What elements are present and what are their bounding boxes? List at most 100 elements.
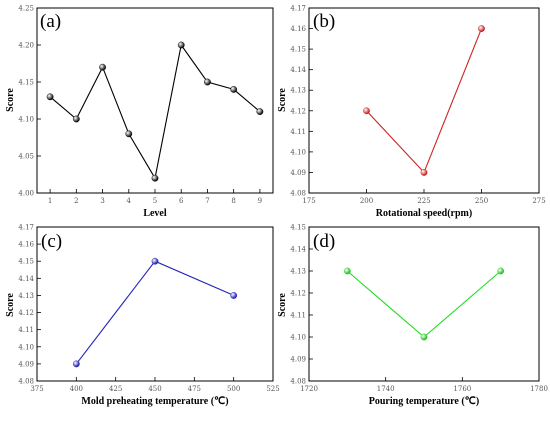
y-axis-title: Score — [5, 293, 16, 317]
series-group — [72, 257, 238, 368]
y-tick-label: 4.12 — [18, 309, 34, 317]
x-tick-label: 7 — [205, 197, 209, 205]
x-tick-label: 175 — [302, 197, 315, 205]
x-axis-title: Rotational speed(rpm) — [376, 208, 472, 219]
y-tick-label: 4.08 — [18, 378, 34, 386]
x-tick-label: 1720 — [300, 385, 318, 393]
y-axis-title: Score — [277, 88, 288, 112]
x-tick-label: 200 — [360, 197, 373, 205]
data-point — [177, 41, 185, 49]
x-axis-title: Pouring temperature (℃) — [369, 396, 479, 407]
x-tick-label: 6 — [179, 197, 184, 205]
data-point — [497, 267, 505, 275]
y-tick-label: 4.13 — [18, 292, 34, 300]
tick-group: 375 400 425 450 475 500 525 4.08 4.09 4.10 4.11 4.1… — [18, 224, 279, 394]
x-tick-label: 8 — [231, 197, 235, 205]
x-tick-label: 450 — [148, 385, 161, 393]
x-tick-label: 400 — [70, 385, 83, 393]
panel-a: (a) 1 2 3 4 5 6 7 8 9 4.00 4.05 4.10 4.15 4.20 4.25 Le… — [5, 5, 274, 219]
x-tick-label: 4 — [127, 197, 132, 205]
data-point — [46, 93, 54, 101]
y-tick-label: 4.13 — [290, 87, 306, 95]
tick-group: 1720 1740 1760 1780 4.08 4.09 4.10 4.11 4.12 4.13… — [290, 224, 548, 394]
y-tick-label: 4.11 — [290, 312, 306, 320]
panel-d: (d) 1720 1740 1760 1780 4.08 4.09 4.10 4.11 4.12… — [277, 224, 548, 408]
x-tick-label: 250 — [475, 197, 488, 205]
panel-label: (b) — [313, 11, 335, 32]
data-point — [363, 107, 370, 115]
series-group — [343, 267, 505, 341]
y-tick-label: 4.25 — [18, 5, 34, 13]
y-tick-label: 4.09 — [18, 360, 34, 368]
series-line — [75, 260, 234, 365]
data-point — [230, 86, 238, 93]
x-tick-label: 5 — [153, 197, 157, 205]
y-tick-label: 4.09 — [290, 356, 306, 364]
x-tick-label: 2 — [74, 197, 78, 205]
x-tick-label: 375 — [30, 385, 43, 393]
x-tick-label: 3 — [100, 197, 104, 205]
x-axis-title: Mold preheating temperature (℃) — [81, 396, 228, 407]
y-tick-label: 4.12 — [290, 290, 306, 298]
data-point — [72, 360, 80, 368]
x-tick-label: 475 — [188, 385, 201, 393]
y-tick-label: 4.16 — [18, 241, 34, 249]
y-tick-label: 4.20 — [18, 42, 34, 50]
x-axis-title: Level — [143, 208, 167, 219]
y-tick-label: 4.15 — [18, 258, 34, 266]
y-tick-label: 4.11 — [18, 326, 34, 334]
data-point — [125, 130, 133, 138]
y-tick-label: 4.05 — [18, 153, 34, 161]
data-point — [99, 63, 106, 71]
tick-group: 1 2 3 4 5 6 7 8 9 4.00 4.05 4.10 4.15 4.20 4.25 — [18, 5, 262, 206]
y-axis-title: Score — [277, 293, 288, 317]
series-line — [49, 43, 261, 180]
data-point — [151, 257, 159, 265]
y-tick-label: 4.12 — [290, 107, 306, 115]
data-point — [72, 115, 80, 123]
x-tick-label: 1740 — [377, 385, 395, 393]
panel-label: (d) — [313, 231, 335, 252]
x-tick-label: 525 — [266, 385, 279, 393]
data-point — [230, 292, 238, 299]
y-tick-label: 4.15 — [18, 79, 34, 87]
x-tick-label: 1760 — [453, 385, 471, 393]
data-point — [204, 78, 211, 86]
x-tick-label: 425 — [109, 385, 122, 393]
data-point — [420, 333, 428, 341]
y-tick-label: 4.17 — [18, 224, 34, 232]
series-line — [366, 28, 483, 174]
y-tick-label: 4.10 — [290, 334, 306, 342]
y-tick-label: 4.10 — [18, 116, 34, 124]
plot-frame — [36, 226, 274, 382]
x-tick-label: 500 — [227, 385, 240, 393]
y-tick-label: 4.10 — [290, 148, 306, 156]
panel-label: (a) — [40, 11, 61, 32]
plot-frame — [308, 7, 540, 194]
series-group — [363, 25, 485, 176]
plot-frame — [36, 7, 274, 194]
y-tick-label: 4.14 — [290, 66, 306, 74]
data-point — [151, 174, 159, 182]
panel-b: (b) 175 200 225 250 275 4.08 4.09 4.10 4.11 4.12 4… — [277, 5, 546, 220]
y-tick-label: 4.00 — [18, 190, 34, 198]
data-point — [343, 267, 351, 275]
panel-label: (c) — [41, 231, 62, 252]
y-tick-label: 4.10 — [18, 343, 34, 351]
data-point — [478, 25, 485, 32]
y-tick-label: 4.17 — [290, 5, 306, 13]
x-tick-label: 1 — [48, 197, 52, 205]
data-point — [420, 169, 428, 176]
panel-c: (c) 375 400 425 450 475 500 525 4.08 4.09 4.10 4.1… — [5, 224, 280, 408]
y-tick-label: 4.09 — [290, 169, 306, 177]
x-tick-label: 225 — [417, 197, 430, 205]
y-tick-label: 4.14 — [290, 246, 306, 254]
y-tick-label: 4.16 — [290, 25, 306, 33]
x-tick-label: 275 — [532, 197, 545, 205]
tick-group: 175 200 225 250 275 4.08 4.09 4.10 4.11 4.12 4.13 4… — [290, 5, 545, 206]
y-axis-title: Score — [5, 88, 16, 112]
series-group — [46, 41, 264, 182]
y-tick-label: 4.14 — [18, 275, 34, 283]
x-tick-label: 1780 — [530, 385, 548, 393]
